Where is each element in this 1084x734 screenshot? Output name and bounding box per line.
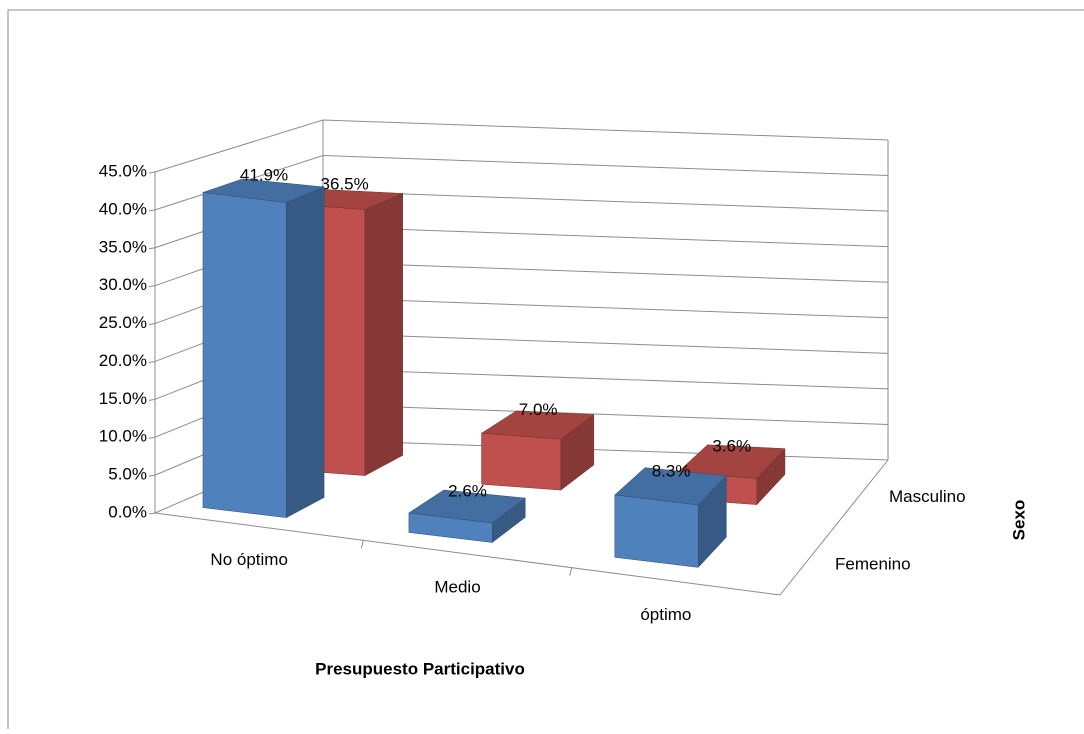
bar-face bbox=[286, 186, 325, 519]
x-tick-label: óptimo bbox=[640, 605, 691, 624]
bar bbox=[614, 467, 727, 569]
y-tick-label: 15.0% bbox=[99, 389, 147, 408]
x-axis-title: Presupuesto Participativo bbox=[315, 659, 525, 678]
legend-label: Masculino bbox=[889, 487, 966, 506]
y-tick-label: 5.0% bbox=[108, 465, 147, 484]
data-label: 41.9% bbox=[240, 166, 288, 185]
y-tick-label: 20.0% bbox=[99, 351, 147, 370]
bar-face bbox=[202, 192, 287, 518]
y-tick bbox=[148, 512, 156, 515]
y-tick bbox=[148, 247, 156, 250]
data-label: 7.0% bbox=[519, 400, 558, 419]
bar-face bbox=[481, 432, 562, 491]
y-tick-label: 45.0% bbox=[99, 161, 147, 180]
legend-label: Femenino bbox=[835, 555, 911, 574]
data-label: 3.6% bbox=[712, 437, 751, 456]
x-tick bbox=[569, 567, 573, 576]
y-tick-label: 25.0% bbox=[99, 313, 147, 332]
depth-axis-title: Sexo bbox=[1009, 500, 1028, 541]
y-tick bbox=[148, 285, 156, 288]
bar-face bbox=[202, 178, 325, 203]
bar-face bbox=[676, 444, 786, 479]
y-tick bbox=[148, 360, 156, 363]
bar-face bbox=[614, 467, 727, 506]
y-tick-label: 10.0% bbox=[99, 427, 147, 446]
y-tick-label: 30.0% bbox=[99, 275, 147, 294]
x-tick-label: No óptimo bbox=[210, 550, 287, 569]
y-tick bbox=[148, 171, 156, 174]
x-tick-label: Medio bbox=[434, 577, 480, 596]
bar bbox=[480, 410, 595, 491]
axis-line bbox=[779, 459, 889, 596]
bar-face bbox=[480, 410, 595, 440]
y-tick bbox=[148, 436, 156, 439]
y-tick bbox=[148, 398, 156, 401]
y-tick bbox=[148, 209, 156, 212]
y-tick bbox=[148, 474, 156, 477]
y-tick-label: 35.0% bbox=[99, 237, 147, 256]
chart-frame bbox=[7, 9, 1084, 734]
y-tick-label: 40.0% bbox=[99, 199, 147, 218]
axis-line bbox=[154, 512, 781, 596]
data-label: 2.6% bbox=[448, 481, 487, 500]
data-label: 8.3% bbox=[652, 461, 691, 480]
y-tick-label: 0.0% bbox=[108, 502, 147, 521]
bar bbox=[408, 489, 526, 544]
data-label: 36.5% bbox=[321, 175, 369, 194]
bar-face bbox=[364, 193, 403, 476]
y-tick bbox=[148, 323, 156, 326]
x-tick bbox=[360, 540, 364, 549]
bar-face bbox=[408, 489, 526, 524]
bar-face bbox=[614, 494, 699, 568]
bar bbox=[202, 178, 325, 519]
